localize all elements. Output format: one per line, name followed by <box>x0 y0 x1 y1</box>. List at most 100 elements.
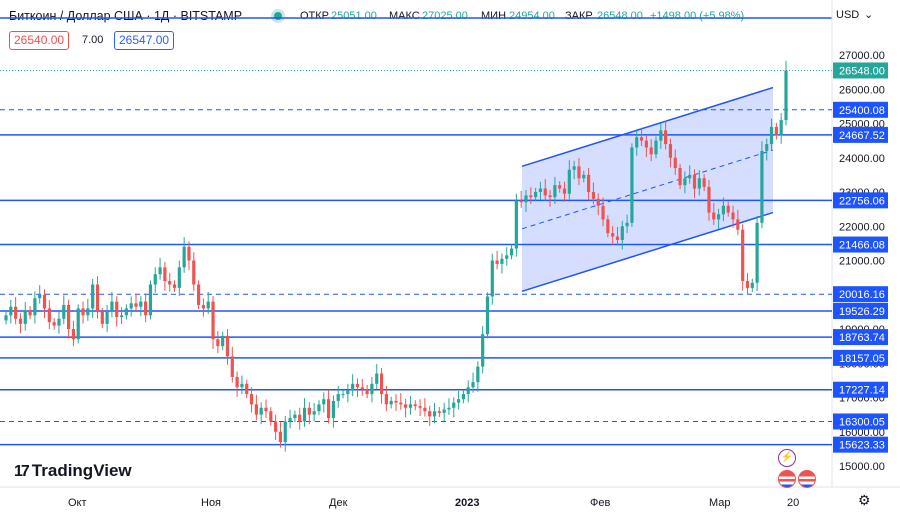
candle-body <box>71 329 76 340</box>
currency-label: USD <box>836 9 860 21</box>
candle-body <box>553 185 557 198</box>
candle-body <box>519 200 523 203</box>
x-tick-label: 2023 <box>455 497 479 509</box>
candle-body <box>14 306 18 319</box>
candle-body <box>38 294 42 299</box>
candle-body <box>630 147 634 223</box>
candle-body <box>375 373 379 384</box>
y-tick-label: 27000.00 <box>839 50 885 62</box>
level-price-tag <box>833 126 888 143</box>
candle-body <box>784 70 788 121</box>
candle-body <box>437 411 441 413</box>
candle-body <box>326 399 331 419</box>
candle-body <box>654 140 658 155</box>
level-price-label: 19526.29 <box>839 306 885 318</box>
candle-body <box>601 205 605 220</box>
candle-body <box>196 284 201 306</box>
last-price-tag <box>833 62 888 79</box>
candle-body <box>567 169 571 194</box>
candle-body <box>177 267 181 288</box>
high-label: МАКС <box>389 10 420 22</box>
x-tick-label: Фев <box>590 497 610 509</box>
candle-body <box>543 188 547 196</box>
candle-body <box>572 166 576 170</box>
high-value: 27025.00 <box>422 10 468 22</box>
candle-body <box>644 140 648 148</box>
candle-body <box>755 222 759 283</box>
candle-body <box>620 226 624 240</box>
candle-body <box>144 301 148 316</box>
candle-body <box>408 404 413 408</box>
channel-upper-line <box>521 86 774 168</box>
candle-body <box>264 407 268 412</box>
candle-body <box>500 258 504 264</box>
candle-body <box>712 212 716 220</box>
open-value: 25051.00 <box>331 10 377 22</box>
x-tick-label: Мар <box>709 497 731 509</box>
candle-body <box>124 308 128 316</box>
level-price-tag <box>833 286 888 303</box>
y-tick-label: 21000.00 <box>839 256 885 268</box>
candle-body <box>495 260 499 264</box>
candle-body <box>211 301 215 340</box>
candle-body <box>351 383 355 391</box>
candle-body <box>384 394 388 405</box>
y-tick-label: 26000.00 <box>839 84 885 96</box>
level-price-tag <box>833 349 888 366</box>
level-price-tag <box>833 413 888 430</box>
level-price-label: 22756.06 <box>839 195 885 207</box>
candle-body <box>42 294 47 309</box>
currency-selector[interactable]: USD ⌄ <box>836 6 886 24</box>
candle-body <box>760 150 764 223</box>
candle-body <box>288 418 292 422</box>
candle-body <box>278 431 283 443</box>
candle-body <box>562 188 567 194</box>
candle-body <box>221 335 225 347</box>
candle-body <box>423 407 427 412</box>
level-price-tag <box>833 329 888 346</box>
candle-body <box>741 229 745 282</box>
candle-body <box>206 301 210 309</box>
level-price-label: 18763.74 <box>839 332 885 344</box>
candle-body <box>673 157 677 169</box>
candle-body <box>524 195 528 203</box>
candle-body <box>664 130 668 145</box>
candle-body <box>389 400 393 405</box>
change-value: +1498.00 (+5.98%) <box>650 10 745 22</box>
low-label: МИН <box>481 10 507 22</box>
symbol-title[interactable]: Биткоин / Доллар США · 1Д · BITSTAMP <box>9 9 243 23</box>
candle-body <box>716 214 721 220</box>
candle-body <box>346 390 350 395</box>
candle-body <box>379 373 384 395</box>
settings-gear-icon[interactable]: ⚙ <box>858 492 871 508</box>
y-tick-label: 24000.00 <box>839 153 885 165</box>
candle-body <box>370 383 374 395</box>
candle-body <box>235 376 239 388</box>
level-price-tag <box>833 436 888 453</box>
level-price-label: 18157.05 <box>839 353 885 365</box>
candle-body <box>534 192 538 198</box>
us-flag-icon[interactable] <box>798 470 816 488</box>
candle-body <box>298 414 302 422</box>
us-flag-icon[interactable] <box>778 470 796 488</box>
candle-body <box>659 130 663 141</box>
candle-body <box>548 195 552 198</box>
candle-body <box>355 383 360 388</box>
candle-body <box>394 400 398 403</box>
candle-body <box>505 255 509 259</box>
candle-body <box>129 303 133 309</box>
chevron-down-icon: ⌄ <box>864 9 874 21</box>
last-price-label: 26548.00 <box>839 65 885 77</box>
lightning-icon[interactable]: ⚡ <box>778 449 796 467</box>
level-price-tag <box>833 236 888 253</box>
candle-body <box>432 411 437 417</box>
candle-body <box>577 166 581 179</box>
candle-body <box>769 126 774 145</box>
sell-price-button[interactable]: 26540.00 <box>9 31 70 50</box>
candle-body <box>293 414 297 419</box>
candle-body <box>86 308 90 316</box>
buy-price-button[interactable]: 26547.00 <box>114 31 175 50</box>
candle-body <box>509 248 514 256</box>
y-tick-label: 22000.00 <box>839 221 885 233</box>
